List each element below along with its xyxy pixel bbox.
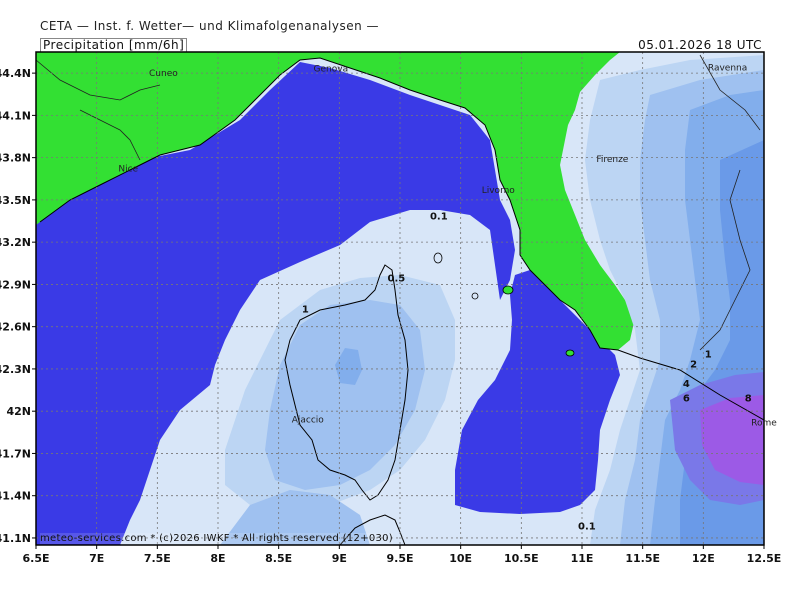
contour-value-label: 6 — [683, 393, 690, 404]
pianosa-island — [471, 292, 479, 300]
valid-time: 05.01.2026 18 UTC — [638, 38, 762, 52]
contour-value-label: 1 — [302, 305, 309, 316]
lon-tick-label: 8.5E — [265, 552, 292, 565]
footer-credit: meteo-services.com * (c)2026 IWKF * All … — [40, 533, 394, 544]
dry-sea-tyrrhenian — [455, 270, 620, 514]
corsica-coastline — [284, 264, 409, 501]
city-label: Nice — [118, 165, 138, 175]
contour-value-label: 4 — [683, 379, 690, 390]
lat-tick-label: 42.6N — [0, 321, 31, 334]
precip-band-east-8 — [700, 395, 764, 485]
lat-tick-label: 41.4N — [0, 490, 31, 503]
dry-land-north — [36, 52, 635, 350]
longitude-axis: 6.5E 7E 7.5E 8E 8.5E 9E 9.5E 10E 10.5E 11E 11.5E 12… — [22, 545, 781, 565]
contour-value-label: 0.1 — [578, 522, 596, 533]
contour-value-label: 8 — [745, 393, 752, 404]
lat-tick-label: 42N — [6, 405, 31, 418]
lon-tick-label: 7.5E — [144, 552, 171, 565]
lon-tick-label: 12.5E — [747, 552, 782, 565]
city-labels: Genova Cuneo Nice Ravenna Firenze Livorno Ajac… — [118, 63, 777, 428]
city-label: Rome — [751, 418, 777, 428]
contour-value-label: 0.5 — [388, 274, 406, 285]
lon-tick-label: 10.5E — [504, 552, 539, 565]
city-label: Ajaccio — [292, 415, 325, 425]
lon-tick-label: 6.5E — [22, 552, 49, 565]
lat-tick-label: 44.4N — [0, 67, 31, 80]
precip-cell-corsica — [335, 348, 362, 385]
precip-band-1 — [265, 300, 425, 490]
lat-tick-label: 43.2N — [0, 236, 31, 249]
dry-sea-west — [36, 62, 515, 545]
lat-tick-label: 41.7N — [0, 447, 31, 460]
contour-value-label: 1 — [705, 350, 712, 361]
lon-tick-label: 8E — [210, 552, 225, 565]
precip-band-sw — [220, 490, 370, 545]
grid — [36, 52, 764, 545]
lon-tick-label: 10E — [449, 552, 472, 565]
city-label: Genova — [314, 65, 349, 75]
city-label: Firenze — [596, 155, 628, 165]
latitude-axis: 44.4N 44.1N 43.8N 43.5N 43.2N 42.9N 42.6N 42.3N… — [0, 67, 36, 545]
lat-tick-label: 43.5N — [0, 194, 31, 207]
lat-tick-label: 41.1N — [0, 532, 31, 545]
capraia-island — [433, 252, 443, 264]
lon-tick-label: 7E — [89, 552, 104, 565]
mainland-coastline — [39, 57, 764, 421]
lat-tick-label: 42.3N — [0, 363, 31, 376]
border-lines — [36, 54, 761, 351]
contour-value-label: 2 — [690, 360, 697, 371]
lon-tick-label: 12E — [692, 552, 715, 565]
lat-tick-label: 44.1N — [0, 109, 31, 122]
elba-island — [502, 285, 514, 295]
city-label: Ravenna — [708, 63, 747, 73]
lon-tick-label: 11E — [571, 552, 594, 565]
giglio-island — [565, 349, 575, 357]
city-label: Livorno — [482, 186, 516, 196]
lon-tick-label: 9.5E — [386, 552, 413, 565]
contour-value-label: 0.1 — [430, 212, 448, 223]
lon-tick-label: 9E — [332, 552, 347, 565]
lon-tick-label: 11.5E — [625, 552, 660, 565]
city-label: Cuneo — [149, 69, 178, 79]
lat-tick-label: 43.8N — [0, 152, 31, 165]
lat-tick-label: 42.9N — [0, 278, 31, 291]
chart-source-title: CETA — Inst. f. Wetter— und Klimafolgena… — [40, 19, 380, 33]
